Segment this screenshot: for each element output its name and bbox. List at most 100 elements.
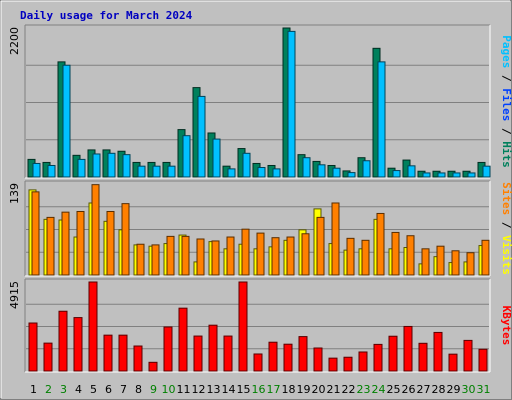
bar-pages-day-11 <box>182 135 191 178</box>
bar-kbytes-day-28 <box>433 331 443 372</box>
x-tick-label-1: 1 <box>30 383 37 396</box>
bar-sites-day-3 <box>61 211 70 276</box>
x-tick-label-6: 6 <box>105 383 112 396</box>
bar-kbytes-day-21 <box>328 357 338 372</box>
bar-pages-day-31 <box>482 165 491 178</box>
bar-sites-day-20 <box>316 216 325 276</box>
bar-pages-day-21 <box>332 167 341 178</box>
bar-kbytes-day-25 <box>388 335 398 372</box>
bar-kbytes-day-18 <box>283 343 293 372</box>
y-max-label: 2200 <box>8 27 21 55</box>
bar-kbytes-day-24 <box>373 343 383 372</box>
bar-kbytes-day-9 <box>148 361 158 372</box>
bar-kbytes-day-3 <box>58 310 68 372</box>
x-tick-label-26: 26 <box>402 383 416 396</box>
series-hits <box>27 27 486 178</box>
x-tick-label-15: 15 <box>237 383 251 396</box>
bar-sites-day-6 <box>106 210 115 276</box>
bar-kbytes-day-5 <box>88 281 98 372</box>
bar-sites-day-7 <box>121 203 130 276</box>
bar-pages-day-28 <box>437 172 446 178</box>
bar-pages-day-7 <box>122 154 131 178</box>
x-tick-label-19: 19 <box>297 383 311 396</box>
bar-pages-day-1 <box>32 162 41 178</box>
chart-title: Daily usage for March 2024 <box>20 9 193 22</box>
bar-sites-day-18 <box>286 236 295 276</box>
bar-kbytes-day-20 <box>313 347 323 372</box>
panel-kbytes: 4915 KBytes <box>8 278 512 373</box>
bar-kbytes-day-15 <box>238 281 248 372</box>
bar-sites-day-15 <box>241 228 250 276</box>
bar-kbytes-day-13 <box>208 324 218 372</box>
series-sites <box>31 184 490 276</box>
bar-kbytes-day-27 <box>418 342 428 372</box>
x-tick-label-2: 2 <box>45 383 52 396</box>
x-tick-label-24: 24 <box>372 383 386 396</box>
bar-sites-day-26 <box>406 235 415 276</box>
x-tick-label-23: 23 <box>357 383 371 396</box>
x-tick-label-12: 12 <box>192 383 206 396</box>
legend-separator: / <box>500 68 512 88</box>
legend-files: Files <box>500 88 512 121</box>
bar-sites-day-5 <box>91 184 100 276</box>
bar-sites-day-2 <box>46 216 55 276</box>
series-kbytes <box>28 281 488 372</box>
bar-pages-day-2 <box>47 164 56 178</box>
bar-sites-day-22 <box>346 237 355 276</box>
bar-pages-day-26 <box>407 165 416 178</box>
x-tick-label-16: 16 <box>252 383 266 396</box>
bar-sites-day-25 <box>391 231 400 276</box>
y-max-label: 4915 <box>8 281 21 309</box>
bar-pages-day-14 <box>227 168 236 178</box>
legend-separator: / <box>500 121 512 141</box>
bar-sites-day-28 <box>436 245 445 276</box>
bar-kbytes-day-29 <box>448 353 458 372</box>
legend-separator: / <box>500 215 512 235</box>
legend-visits: Visits <box>500 235 512 275</box>
bar-sites-day-13 <box>211 240 220 276</box>
x-tick-label-7: 7 <box>120 383 127 396</box>
bar-sites-day-9 <box>151 244 160 276</box>
legend-pages: Pages <box>500 35 512 68</box>
bar-sites-day-29 <box>451 250 460 276</box>
bar-kbytes-day-19 <box>298 336 308 372</box>
bar-sites-day-10 <box>166 235 175 276</box>
bar-kbytes-day-6 <box>103 334 113 372</box>
bar-pages-day-13 <box>212 138 221 178</box>
bar-pages-day-29 <box>452 172 461 178</box>
bar-sites-day-23 <box>361 239 370 276</box>
chart-panels: 2200 Pages / Files / Hits 139 Sites / Visit… <box>8 24 512 373</box>
bar-pages-day-22 <box>347 172 356 178</box>
y-max-label: 139 <box>8 183 21 204</box>
side-legend-visits-sites: Sites / Visits <box>500 182 512 275</box>
bar-sites-day-27 <box>421 248 430 276</box>
x-tick-label-25: 25 <box>387 383 401 396</box>
bar-sites-day-1 <box>31 191 40 276</box>
bar-pages-day-6 <box>107 152 116 178</box>
bar-kbytes-day-23 <box>358 351 368 372</box>
series-pages <box>32 30 491 178</box>
bar-kbytes-day-8 <box>133 345 143 372</box>
bar-sites-day-14 <box>226 236 235 276</box>
x-tick-label-21: 21 <box>327 383 341 396</box>
bar-pages-day-10 <box>167 165 176 178</box>
bar-sites-day-19 <box>301 233 310 276</box>
x-tick-label-28: 28 <box>432 383 446 396</box>
bar-kbytes-day-11 <box>178 307 188 372</box>
bar-pages-day-23 <box>362 160 371 178</box>
bar-kbytes-day-4 <box>73 317 83 372</box>
bar-pages-day-4 <box>77 158 86 178</box>
x-tick-label-8: 8 <box>135 383 142 396</box>
bar-kbytes-day-16 <box>253 353 263 372</box>
bar-pages-day-27 <box>422 172 431 178</box>
bar-pages-day-30 <box>467 172 476 178</box>
x-tick-label-14: 14 <box>222 383 236 396</box>
x-tick-label-29: 29 <box>447 383 461 396</box>
bar-kbytes-day-17 <box>268 341 278 372</box>
bar-pages-day-25 <box>392 170 401 178</box>
x-tick-label-10: 10 <box>162 383 176 396</box>
side-legend-kbytes: KBytes <box>500 306 512 346</box>
x-tick-label-18: 18 <box>282 383 296 396</box>
x-tick-label-27: 27 <box>417 383 431 396</box>
